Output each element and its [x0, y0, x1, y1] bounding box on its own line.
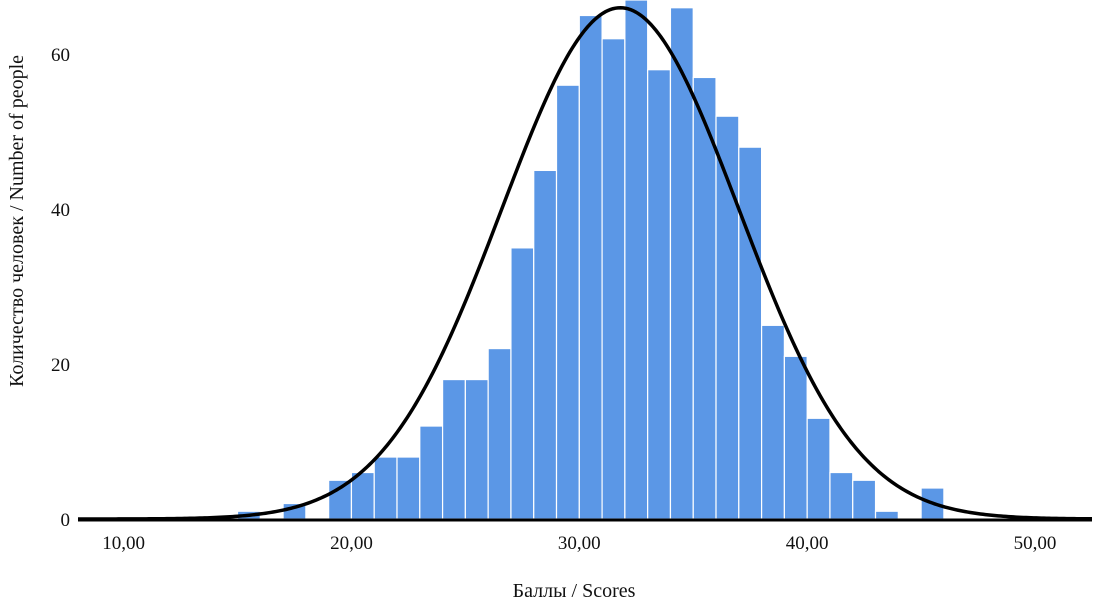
y-tick-label: 0: [61, 510, 71, 531]
x-tick-label: 20,00: [330, 533, 373, 554]
histogram-bar: [806, 417, 831, 520]
x-axis-tick-labels: 10,00 20,00 30,00 40,00 50,00: [102, 533, 1056, 554]
histogram-bar: [874, 510, 899, 520]
histogram-bar: [419, 425, 444, 520]
histogram-bar: [601, 38, 626, 520]
histogram-bar: [555, 84, 580, 520]
y-tick-label: 20: [51, 355, 70, 376]
y-axis-tick-labels: 0 20 40 60: [51, 45, 70, 531]
histogram-bar: [624, 0, 649, 520]
histogram-bar: [829, 471, 854, 520]
histogram-bar: [510, 247, 535, 520]
y-tick-label: 40: [51, 200, 70, 221]
histogram-bar: [738, 146, 763, 520]
normal-distribution-curve: [77, 5, 1093, 521]
histogram-bar: [852, 479, 877, 520]
histogram-bar: [487, 347, 512, 520]
x-tick-label: 30,00: [558, 533, 601, 554]
y-axis-title: Количество человек / Number of people: [6, 55, 28, 387]
histogram-bar: [783, 355, 808, 520]
x-axis-title: Баллы / Scores: [513, 580, 636, 602]
x-tick-label: 10,00: [102, 533, 145, 554]
histogram-bars: [236, 0, 945, 520]
histogram-bar: [578, 14, 603, 520]
histogram-bar: [669, 7, 694, 520]
histogram-bar: [647, 69, 672, 520]
histogram-bar: [373, 456, 398, 520]
y-tick-label: 60: [51, 45, 70, 66]
x-tick-label: 50,00: [1014, 533, 1057, 554]
x-tick-label: 40,00: [786, 533, 829, 554]
histogram-bar: [396, 456, 421, 520]
histogram-bar: [533, 169, 558, 520]
histogram-bar: [464, 378, 489, 520]
histogram-bar: [441, 378, 466, 520]
histogram-bar: [760, 324, 785, 520]
